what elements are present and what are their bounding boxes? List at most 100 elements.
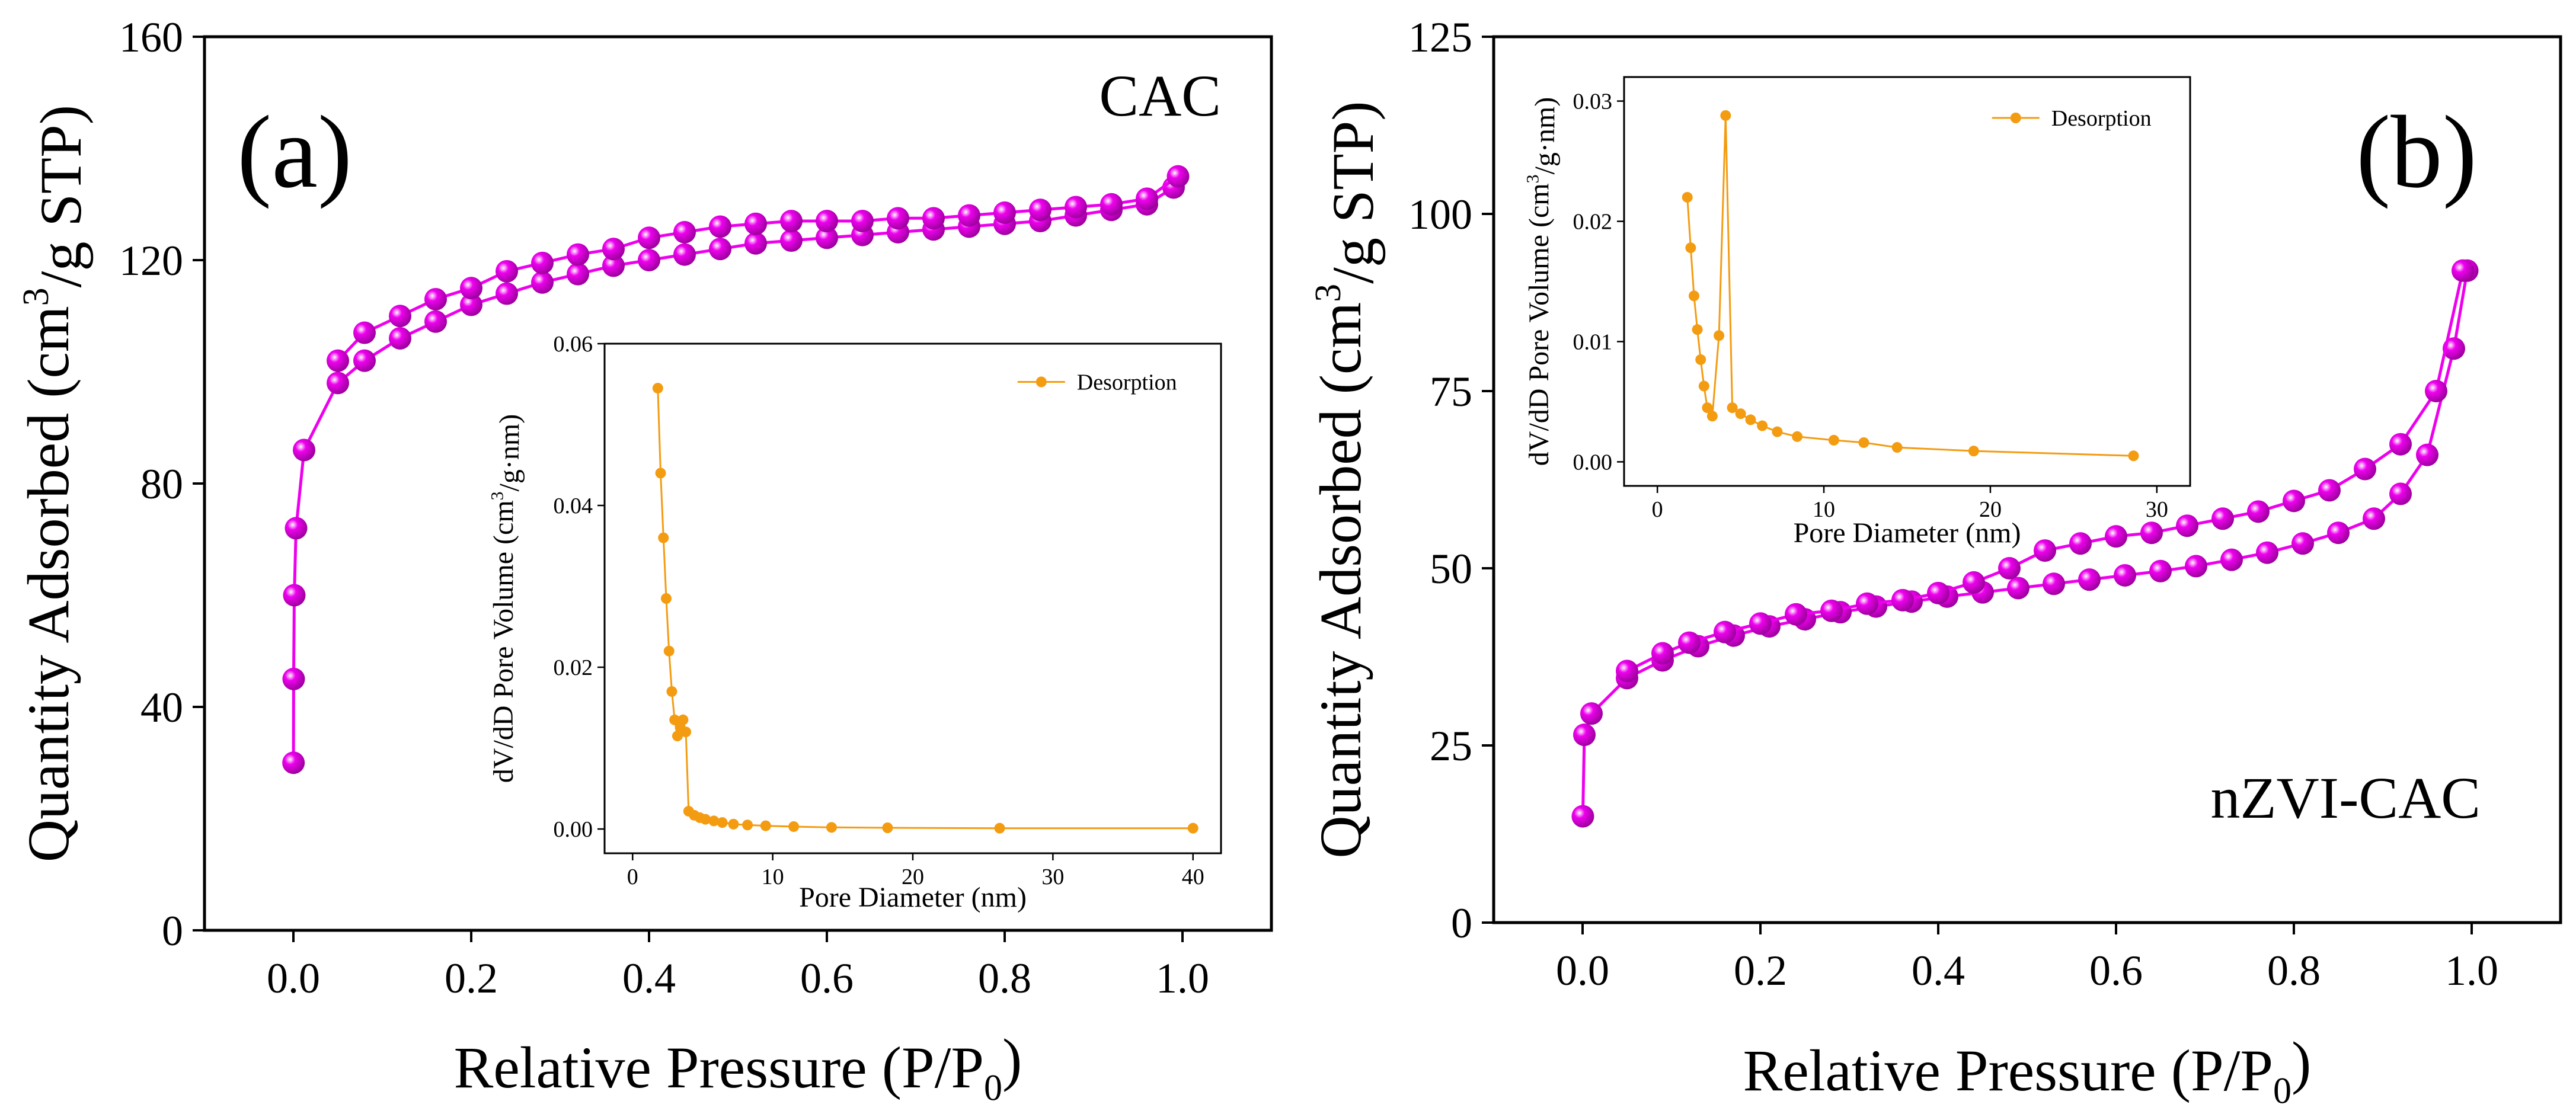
sample-label: nZVI-CAC xyxy=(2210,765,2481,831)
data-point xyxy=(2291,532,2314,555)
data-point xyxy=(2452,259,2474,282)
x-axis-label: Pore Diameter (nm) xyxy=(799,882,1027,913)
data-point xyxy=(851,210,874,233)
data-point xyxy=(424,287,447,310)
data-point xyxy=(1678,631,1701,654)
x-tick-label: 10 xyxy=(1813,497,1835,522)
plot-frame xyxy=(1623,76,2191,487)
data-point xyxy=(744,232,767,255)
data-point xyxy=(2425,380,2447,402)
data-point xyxy=(887,207,909,230)
x-axis-label: Pore Diameter (nm) xyxy=(1794,517,2021,549)
data-point xyxy=(567,243,589,266)
data-point xyxy=(1963,571,1985,594)
y-tick-label: 0.06 xyxy=(554,332,593,357)
data-point xyxy=(958,204,980,227)
data-point xyxy=(2105,525,2127,548)
x-tick-label: 1.0 xyxy=(1156,955,1209,1002)
data-point xyxy=(922,207,945,230)
data-point xyxy=(2043,572,2065,596)
data-point xyxy=(283,584,306,607)
x-tick-label: 20 xyxy=(1979,497,2002,522)
data-point xyxy=(816,226,838,249)
data-point xyxy=(1727,402,1738,414)
legend-marker xyxy=(2010,113,2021,123)
data-point xyxy=(816,210,838,233)
data-point xyxy=(744,212,767,235)
data-point xyxy=(460,293,482,316)
data-point xyxy=(1968,446,1979,457)
data-point xyxy=(1682,191,1693,203)
x-tick-label: 0.8 xyxy=(978,955,1031,1002)
data-point xyxy=(700,814,711,825)
data-point xyxy=(826,822,837,833)
x-tick-label: 0.6 xyxy=(800,955,854,1002)
data-point xyxy=(327,349,349,372)
data-point xyxy=(672,731,683,742)
data-point xyxy=(1714,620,1736,644)
y-axis-label: Quantity Adsorbed (cm3/g STP) xyxy=(1308,101,1386,858)
data-point xyxy=(652,383,663,394)
y-tick-label: 25 xyxy=(1430,722,1472,770)
series-line-desorption xyxy=(337,175,1179,362)
legend-label: Desorption xyxy=(2051,106,2152,131)
y-tick-label: 0 xyxy=(162,907,183,955)
y-tick-label: 160 xyxy=(119,14,183,61)
data-point xyxy=(677,714,689,725)
data-point xyxy=(1735,408,1746,420)
data-point xyxy=(1100,193,1123,216)
data-point xyxy=(1688,290,1699,302)
y-tick-label: 0.02 xyxy=(1573,210,1613,235)
x-tick-label: 20 xyxy=(902,865,924,889)
data-point xyxy=(1692,324,1703,335)
data-point xyxy=(1166,165,1190,188)
y-tick-label: 0 xyxy=(1451,899,1472,947)
main-chart-0: 0.0 0.2 0.4 0.6 0.8 1.0 0 40 80 120 160 Relative Pr… xyxy=(15,14,1273,1109)
data-point xyxy=(282,751,305,774)
x-tick-label: 10 xyxy=(762,865,784,889)
data-point xyxy=(1706,411,1718,422)
data-point xyxy=(1714,330,1725,341)
data-point xyxy=(638,226,660,249)
data-point xyxy=(1187,822,1198,834)
data-point xyxy=(1065,196,1087,219)
legend-marker xyxy=(1035,376,1047,388)
x-tick-label: 0.4 xyxy=(622,955,676,1002)
y-axis-label: dV/dD Pore Volume (cm3/g·nm) xyxy=(1523,97,1561,466)
data-point xyxy=(1785,603,1807,626)
data-point xyxy=(993,201,1016,224)
x-tick-label: 0.0 xyxy=(1556,947,1609,994)
x-tick-label: 0.4 xyxy=(1912,947,1965,994)
data-point xyxy=(2389,482,2412,505)
data-point xyxy=(2069,532,2092,555)
data-point xyxy=(709,238,731,261)
legend-label: Desorption xyxy=(1077,370,1177,395)
data-point xyxy=(389,305,411,328)
data-point xyxy=(1820,599,1843,622)
data-point xyxy=(327,372,349,395)
y-tick-label: 100 xyxy=(1408,191,1472,238)
x-tick-label: 30 xyxy=(1041,865,1064,889)
data-point xyxy=(531,251,554,274)
data-point xyxy=(1136,187,1158,210)
inset-background xyxy=(605,344,1221,853)
inset-chart-3: 0 10 20 30 0.00 0.01 0.02 0.03 Pore Diameter (nm… xyxy=(1523,76,2191,549)
y-tick-label: 80 xyxy=(140,460,183,508)
data-point xyxy=(460,277,482,300)
x-tick-label: 0.2 xyxy=(445,955,498,1002)
data-point xyxy=(638,249,660,271)
data-point xyxy=(1695,354,1706,365)
y-tick-label: 75 xyxy=(1430,368,1472,415)
x-tick-label: 30 xyxy=(2146,497,2168,522)
data-point xyxy=(1616,660,1638,683)
data-point xyxy=(2247,500,2270,523)
x-tick-label: 0.0 xyxy=(267,955,320,1002)
data-point xyxy=(709,215,731,238)
data-point xyxy=(1720,110,1731,121)
data-point xyxy=(1580,702,1603,725)
data-point xyxy=(424,310,447,333)
data-point xyxy=(2363,507,2385,530)
data-point xyxy=(663,645,675,657)
data-point xyxy=(1651,642,1674,665)
data-point xyxy=(882,822,893,833)
